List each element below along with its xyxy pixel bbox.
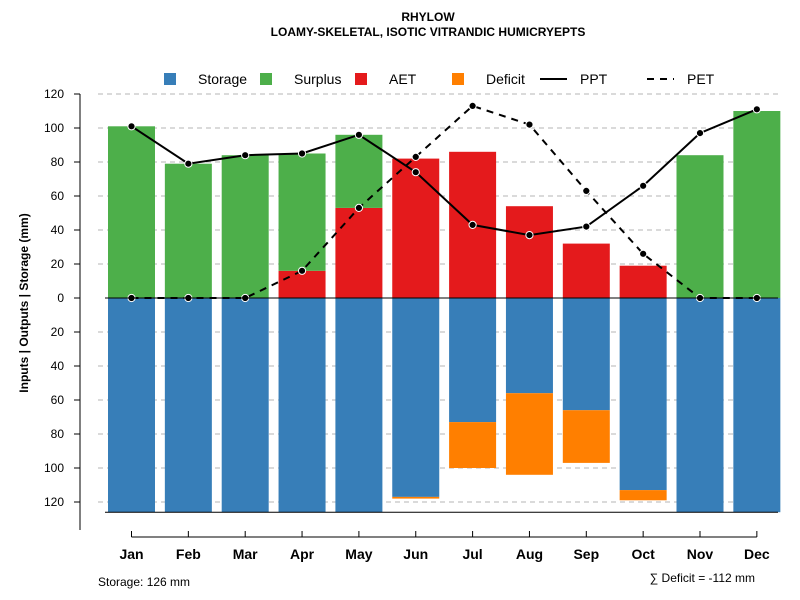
axes xyxy=(74,93,778,538)
y-tick-label: 100 xyxy=(44,121,64,135)
month-label: Apr xyxy=(290,546,315,562)
month-label: May xyxy=(345,546,372,562)
ppt-line-point xyxy=(354,130,363,139)
y-tick-label: 80 xyxy=(51,427,65,441)
y-tick-label: 60 xyxy=(51,189,65,203)
legend-label: Deficit xyxy=(486,71,525,87)
storage-bar xyxy=(392,298,440,497)
y-tick-label: 60 xyxy=(51,393,65,407)
month-label: Mar xyxy=(233,546,258,562)
legend-swatch xyxy=(164,73,176,85)
bars xyxy=(108,111,781,513)
pet-line-point xyxy=(525,120,534,129)
surplus-bar xyxy=(278,153,326,271)
storage-bar xyxy=(221,298,269,513)
legend-label: PPT xyxy=(580,71,608,87)
month-label: Feb xyxy=(176,546,201,562)
ppt-line-point xyxy=(184,159,193,168)
storage-bar xyxy=(733,298,781,513)
deficit-bar xyxy=(505,393,553,475)
aet-bar xyxy=(505,206,553,298)
aet-bar xyxy=(335,207,383,298)
y-tick-labels: 120 100 80 60 40 20 0 20 40 60 80 100 120 xyxy=(44,87,64,509)
surplus-bar xyxy=(733,111,781,298)
legend-swatch xyxy=(452,73,464,85)
storage-total-label: Storage: 126 mm xyxy=(98,575,190,589)
aet-bar xyxy=(619,265,667,298)
pet-line-point xyxy=(354,203,363,212)
deficit-total-label: ∑ Deficit = -112 mm xyxy=(650,571,755,585)
deficit-bar xyxy=(392,496,440,499)
y-tick-label: 120 xyxy=(44,87,64,101)
y-tick-label: 20 xyxy=(51,257,65,271)
month-label: Oct xyxy=(631,546,655,562)
aet-bar xyxy=(278,270,326,298)
month-label: Jan xyxy=(119,546,143,562)
deficit-bar xyxy=(619,490,667,501)
pet-line-point xyxy=(582,186,591,195)
storage-bar xyxy=(108,298,155,513)
deficit-bar xyxy=(449,422,497,468)
pet-line-point xyxy=(468,101,477,111)
storage-bar xyxy=(619,298,667,491)
legend-label: Surplus xyxy=(294,71,341,87)
ppt-line-point xyxy=(639,181,648,190)
ppt-line-point xyxy=(752,105,761,114)
storage-bar xyxy=(335,298,383,513)
chart-title: RHYLOW xyxy=(401,10,455,24)
ppt-line-point xyxy=(297,149,307,158)
surplus-bar xyxy=(676,155,724,298)
y-tick-label: 40 xyxy=(51,223,65,237)
ppt-line-point xyxy=(582,222,591,231)
ppt-line-point xyxy=(695,129,705,138)
storage-bar xyxy=(449,298,497,423)
y-tick-label: 100 xyxy=(44,461,64,475)
legend-label: Storage xyxy=(198,71,247,87)
pet-line-point xyxy=(297,266,307,275)
surplus-bar xyxy=(221,155,269,298)
aet-bar xyxy=(392,158,440,298)
storage-bar xyxy=(676,298,724,513)
storage-bar xyxy=(278,298,326,513)
ppt-line-point xyxy=(241,151,250,160)
ppt-line-point xyxy=(468,220,477,229)
legend-swatch xyxy=(355,73,367,85)
deficit-bar xyxy=(562,410,610,463)
pet-line-point xyxy=(411,152,420,161)
month-label: Sep xyxy=(573,546,599,562)
y-tick-label: 0 xyxy=(57,291,64,305)
surplus-bar xyxy=(335,134,383,208)
legend: Storage Surplus AET Deficit PPT PET xyxy=(164,71,715,87)
storage-bar xyxy=(505,298,553,394)
y-axis-title: Inputs | Outputs | Storage (mm) xyxy=(17,213,31,392)
month-label: Aug xyxy=(516,546,543,562)
storage-bar xyxy=(164,298,212,513)
surplus-bar xyxy=(108,126,155,298)
legend-label: PET xyxy=(687,71,715,87)
month-label: Jul xyxy=(462,546,482,562)
y-tick-label: 40 xyxy=(51,359,65,373)
legend-label: AET xyxy=(389,71,417,87)
legend-swatch xyxy=(260,73,272,85)
month-label: Nov xyxy=(687,546,714,562)
aet-bar xyxy=(562,243,610,298)
y-tick-label: 80 xyxy=(51,155,65,169)
ppt-line xyxy=(130,108,758,237)
x-tick-labels: Jan Feb Mar Apr May Jun Jul Aug Sep Oct Nov Dec xyxy=(119,546,769,562)
pet-line-point xyxy=(639,249,648,258)
month-label: Dec xyxy=(744,546,770,562)
ppt-line-point xyxy=(411,168,420,177)
ppt-line-point xyxy=(127,122,136,131)
storage-bar xyxy=(562,298,610,411)
y-tick-label: 120 xyxy=(44,495,64,509)
surplus-bar xyxy=(164,163,212,298)
chart-subtitle: LOAMY-SKELETAL, ISOTIC VITRANDIC HUMICRY… xyxy=(271,25,586,39)
y-tick-label: 20 xyxy=(51,325,65,339)
month-label: Jun xyxy=(403,546,428,562)
ppt-line-point xyxy=(525,231,534,240)
